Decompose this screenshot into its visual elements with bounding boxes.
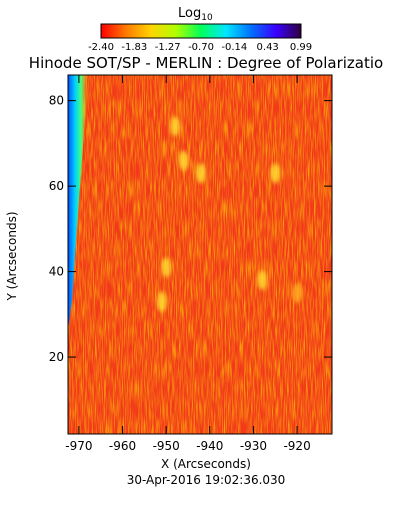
y-tick-label: 20	[49, 350, 64, 364]
plot-frame	[67, 74, 333, 435]
bright-feature	[257, 270, 268, 291]
bright-feature	[270, 163, 281, 184]
bright-feature	[161, 257, 172, 278]
heatmap-image	[68, 75, 332, 434]
bright-feature	[196, 163, 207, 184]
limb-edge	[68, 75, 88, 330]
x-tick-label: -940	[196, 439, 223, 453]
x-axis-label: X (Arcseconds)	[161, 457, 251, 471]
y-axis-label: Y (Arcseconds)	[5, 211, 19, 301]
x-tick-label: -960	[109, 439, 136, 453]
colorbar-tick-label: -1.27	[155, 42, 181, 53]
bright-feature	[178, 150, 189, 171]
colorbar-tick-label: 0.43	[257, 42, 279, 53]
bright-feature	[292, 282, 303, 303]
x-tick-label: -950	[153, 439, 180, 453]
x-tick-label: -920	[283, 439, 310, 453]
colorbar-tick-label: -1.83	[121, 42, 147, 53]
colorbar-ticks: -2.40 -1.83 -1.27 -0.70 -0.14 0.43 0.99	[88, 42, 312, 53]
chart-title: Hinode SOT/SP - MERLIN : Degree of Polar…	[29, 54, 383, 72]
timestamp: 30-Apr-2016 19:02:36.030	[127, 473, 286, 487]
y-axis: 20 40 60 80	[49, 94, 332, 364]
heatmap-texture	[68, 75, 332, 434]
colorbar-tick-label: -0.70	[188, 42, 214, 53]
x-tick-label: -970	[65, 439, 92, 453]
x-axis: -970 -960 -950 -940 -930 -920	[65, 75, 311, 453]
y-tick-label: 80	[49, 94, 64, 108]
colorbar	[100, 23, 302, 39]
colorbar-tick-label: -2.40	[88, 42, 114, 53]
y-tick-label: 60	[49, 179, 64, 193]
bright-feature	[169, 116, 180, 137]
colorbar-tick-label: -0.14	[221, 42, 247, 53]
colorbar-tick-label: 0.99	[290, 42, 312, 53]
y-tick-label: 40	[49, 265, 64, 279]
bright-feature	[156, 291, 167, 312]
x-tick-label: -930	[240, 439, 267, 453]
colorbar-title: Log10	[178, 6, 213, 23]
